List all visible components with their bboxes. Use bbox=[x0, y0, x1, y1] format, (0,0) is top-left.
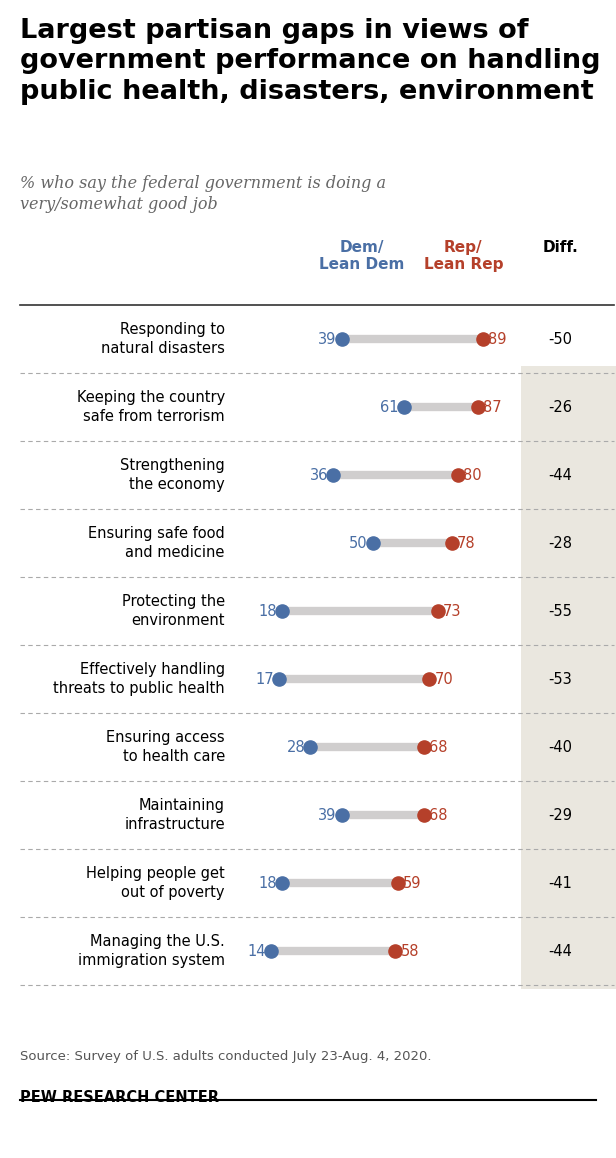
Text: -50: -50 bbox=[549, 331, 572, 346]
Point bbox=[478, 330, 488, 349]
Text: % who say the federal government is doing a
very/somewhat good job: % who say the federal government is doin… bbox=[20, 175, 386, 213]
Text: Strengthening
the economy: Strengthening the economy bbox=[120, 459, 225, 492]
Text: Protecting the
environment: Protecting the environment bbox=[122, 594, 225, 628]
Text: -28: -28 bbox=[549, 535, 572, 550]
Point bbox=[336, 330, 346, 349]
Text: Dem/
Lean Dem: Dem/ Lean Dem bbox=[319, 240, 404, 272]
Text: -40: -40 bbox=[549, 740, 572, 755]
Text: 18: 18 bbox=[259, 603, 277, 618]
Point bbox=[433, 602, 443, 621]
Text: 58: 58 bbox=[400, 944, 419, 959]
Text: 36: 36 bbox=[310, 468, 328, 483]
Text: 89: 89 bbox=[488, 331, 507, 346]
Point bbox=[265, 941, 275, 960]
Text: Maintaining
infrastructure: Maintaining infrastructure bbox=[124, 798, 225, 831]
Text: PEW RESEARCH CENTER: PEW RESEARCH CENTER bbox=[20, 1090, 219, 1105]
Text: 50: 50 bbox=[349, 535, 368, 550]
Point bbox=[393, 874, 403, 893]
FancyBboxPatch shape bbox=[521, 366, 616, 989]
Point bbox=[391, 941, 400, 960]
Point bbox=[277, 874, 287, 893]
Text: Responding to
natural disasters: Responding to natural disasters bbox=[101, 322, 225, 356]
Text: -26: -26 bbox=[549, 400, 572, 415]
Text: 39: 39 bbox=[318, 331, 336, 346]
Text: Ensuring safe food
and medicine: Ensuring safe food and medicine bbox=[88, 526, 225, 559]
Text: 68: 68 bbox=[429, 807, 447, 822]
Text: 68: 68 bbox=[429, 740, 447, 755]
Text: 73: 73 bbox=[443, 603, 461, 618]
Point bbox=[424, 669, 434, 688]
Point bbox=[419, 806, 429, 824]
Text: Effectively handling
threats to public health: Effectively handling threats to public h… bbox=[53, 662, 225, 696]
Text: Diff.: Diff. bbox=[543, 240, 578, 255]
Point bbox=[277, 602, 287, 621]
Point bbox=[368, 534, 378, 552]
Text: -41: -41 bbox=[549, 875, 572, 891]
Text: 14: 14 bbox=[247, 944, 265, 959]
Text: Source: Survey of U.S. adults conducted July 23-Aug. 4, 2020.: Source: Survey of U.S. adults conducted … bbox=[20, 1050, 431, 1063]
Text: 28: 28 bbox=[286, 740, 306, 755]
Text: -44: -44 bbox=[549, 468, 572, 483]
Text: Managing the U.S.
immigration system: Managing the U.S. immigration system bbox=[78, 935, 225, 968]
Text: -44: -44 bbox=[549, 944, 572, 959]
Text: -53: -53 bbox=[549, 672, 572, 687]
Text: -29: -29 bbox=[549, 807, 572, 822]
Text: 80: 80 bbox=[463, 468, 481, 483]
Text: 70: 70 bbox=[434, 672, 453, 687]
Point bbox=[399, 397, 409, 416]
Text: 59: 59 bbox=[403, 875, 422, 891]
Point bbox=[274, 669, 284, 688]
Point bbox=[447, 534, 457, 552]
Text: 18: 18 bbox=[259, 875, 277, 891]
Text: 87: 87 bbox=[482, 400, 501, 415]
Point bbox=[472, 397, 482, 416]
Text: Keeping the country
safe from terrorism: Keeping the country safe from terrorism bbox=[76, 390, 225, 424]
Point bbox=[328, 466, 338, 484]
Point bbox=[306, 738, 315, 756]
Text: Rep/
Lean Rep: Rep/ Lean Rep bbox=[424, 240, 503, 272]
Text: 39: 39 bbox=[318, 807, 336, 822]
Text: Helping people get
out of poverty: Helping people get out of poverty bbox=[86, 866, 225, 900]
Text: 17: 17 bbox=[256, 672, 274, 687]
Point bbox=[336, 806, 346, 824]
Text: -55: -55 bbox=[549, 603, 572, 618]
Text: Ensuring access
to health care: Ensuring access to health care bbox=[106, 731, 225, 764]
Text: 61: 61 bbox=[380, 400, 399, 415]
Text: 78: 78 bbox=[457, 535, 476, 550]
Point bbox=[419, 738, 429, 756]
Point bbox=[453, 466, 463, 484]
Text: Largest partisan gaps in views of
government performance on handling
public heal: Largest partisan gaps in views of govern… bbox=[20, 19, 601, 105]
